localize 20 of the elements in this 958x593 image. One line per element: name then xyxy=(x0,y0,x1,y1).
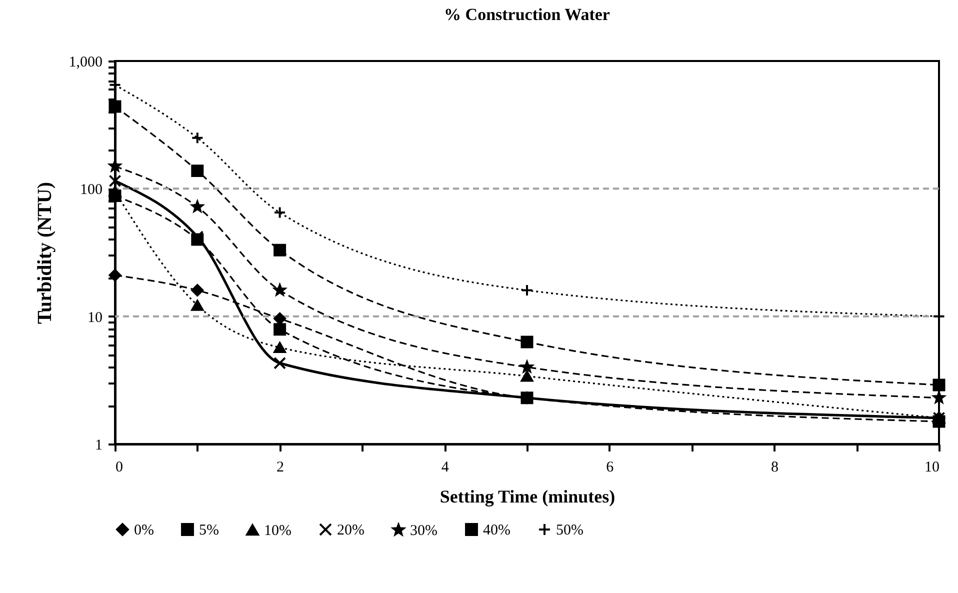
y-tick-label: 100 xyxy=(80,182,102,198)
y-tick-label: 10 xyxy=(88,310,102,326)
legend-label: 30% xyxy=(410,523,438,540)
y-axis-title: Turbidity (NTU) xyxy=(34,182,56,324)
x-tick-label: 8 xyxy=(770,460,778,476)
y-tick-label: 1 xyxy=(95,438,102,454)
legend-label: 5% xyxy=(199,522,219,539)
x-tick-label: 6 xyxy=(606,460,614,476)
legend-label: 20% xyxy=(337,522,364,539)
legend-label: 0% xyxy=(134,522,154,539)
legend-label: 10% xyxy=(264,522,292,539)
x-tick-label: 0 xyxy=(116,460,123,476)
chart-title: % Construction Water xyxy=(444,5,610,24)
y-tick-label: 1,000 xyxy=(68,54,102,70)
x-tick-label: 10 xyxy=(924,460,940,476)
x-tick-label: 2 xyxy=(276,460,284,476)
x-axis-title: Setting Time (minutes) xyxy=(440,486,616,506)
legend-label: 50% xyxy=(556,522,584,539)
legend-label: 40% xyxy=(483,522,510,539)
x-tick-label: 4 xyxy=(441,460,450,476)
